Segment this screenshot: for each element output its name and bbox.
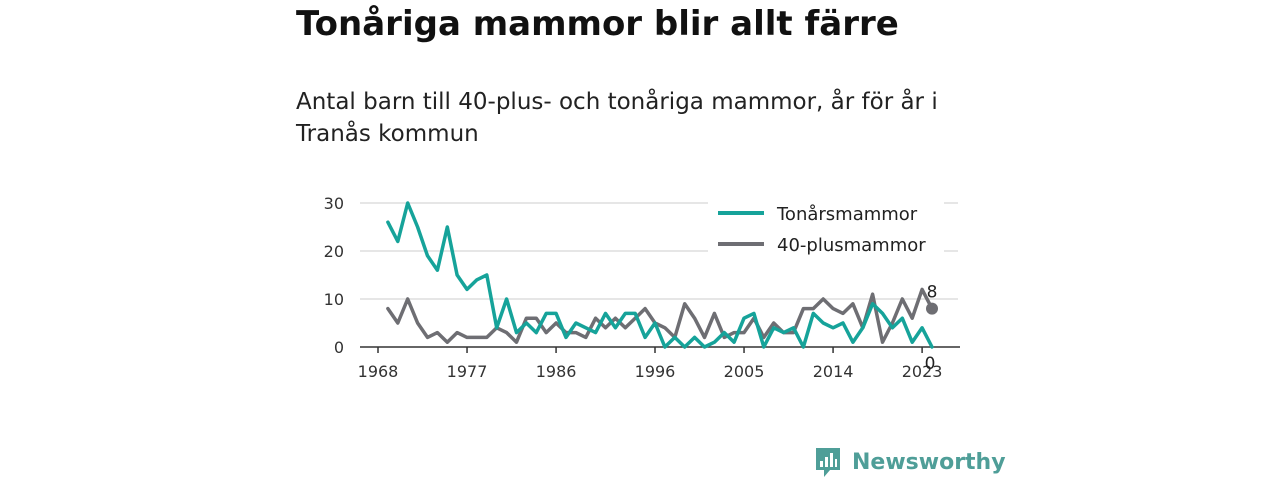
x-tick-label: 2005 bbox=[724, 362, 765, 381]
y-tick-label: 10 bbox=[324, 290, 344, 309]
end-labels: 80 bbox=[925, 283, 938, 374]
series-line-40-plusmammor bbox=[386, 287, 934, 344]
series-lines bbox=[386, 201, 934, 349]
x-tick-label: 1968 bbox=[358, 362, 399, 381]
legend-background bbox=[708, 194, 944, 266]
bar-chart-speech-bubble-icon bbox=[816, 448, 840, 477]
end-value-label: 0 bbox=[925, 354, 936, 374]
chart-subtitle: Antal barn till 40-plus- och tonåriga ma… bbox=[296, 89, 938, 147]
series-line-tonarsmammor bbox=[386, 201, 934, 349]
legend: Tonårsmammor 40-plusmammor bbox=[708, 194, 944, 266]
line-chart: 0 10 20 30 1968 1977 1986 1996 2005 2014 2023 Tonå… bbox=[324, 194, 960, 381]
x-tick-label: 1977 bbox=[447, 362, 488, 381]
x-tick-label: 1986 bbox=[536, 362, 577, 381]
legend-label: 40-plusmammor bbox=[777, 235, 926, 256]
end-point-marker bbox=[926, 302, 938, 315]
y-tick-label: 0 bbox=[334, 338, 344, 357]
chart-title: Tonåriga mammor blir allt färre bbox=[296, 4, 899, 44]
legend-label: Tonårsmammor bbox=[776, 204, 918, 225]
y-tick-label: 30 bbox=[324, 194, 344, 213]
brand-name: Newsworthy bbox=[852, 449, 1006, 475]
end-value-label: 8 bbox=[927, 283, 938, 303]
axes: 0 10 20 30 1968 1977 1986 1996 2005 2014 2023 bbox=[324, 194, 960, 381]
newsworthy-logo: Newsworthy bbox=[814, 446, 1006, 478]
y-tick-label: 20 bbox=[324, 242, 344, 261]
x-tick-label: 2023 bbox=[902, 362, 943, 381]
x-tick-label: 2014 bbox=[813, 362, 854, 381]
x-tick-label: 1996 bbox=[635, 362, 676, 381]
